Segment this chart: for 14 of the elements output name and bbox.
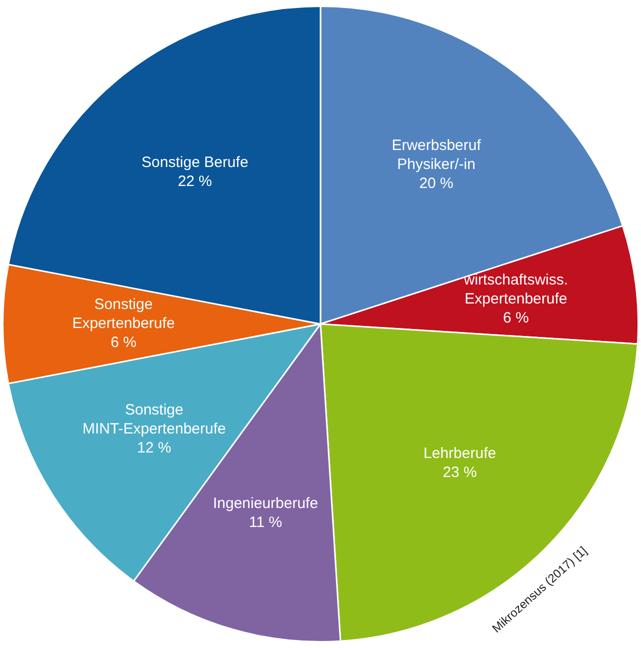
data-label: 22 % xyxy=(178,172,212,190)
slice-label: wirtschaftswiss. Expertenberufe xyxy=(462,271,568,308)
data-label: 6 % xyxy=(503,309,529,326)
slice-label: Erwerbsberuf Physiker/-in xyxy=(392,136,482,173)
data-label: 6 % xyxy=(110,334,136,352)
data-label: 20 % xyxy=(419,174,454,192)
slice-label: Sonstige Expertenberufe xyxy=(72,296,175,332)
slice-label: Sonstige MINT-Expertenberufe xyxy=(82,402,226,438)
slice-label: Ingenieurberufe xyxy=(212,494,318,512)
data-label: 11 % xyxy=(249,514,282,531)
slice-label: Lehrberufe xyxy=(424,444,496,462)
data-label: 12 % xyxy=(137,440,172,457)
slice-label: Sonstige Berufe xyxy=(142,154,248,171)
data-label: 23 % xyxy=(442,464,477,481)
